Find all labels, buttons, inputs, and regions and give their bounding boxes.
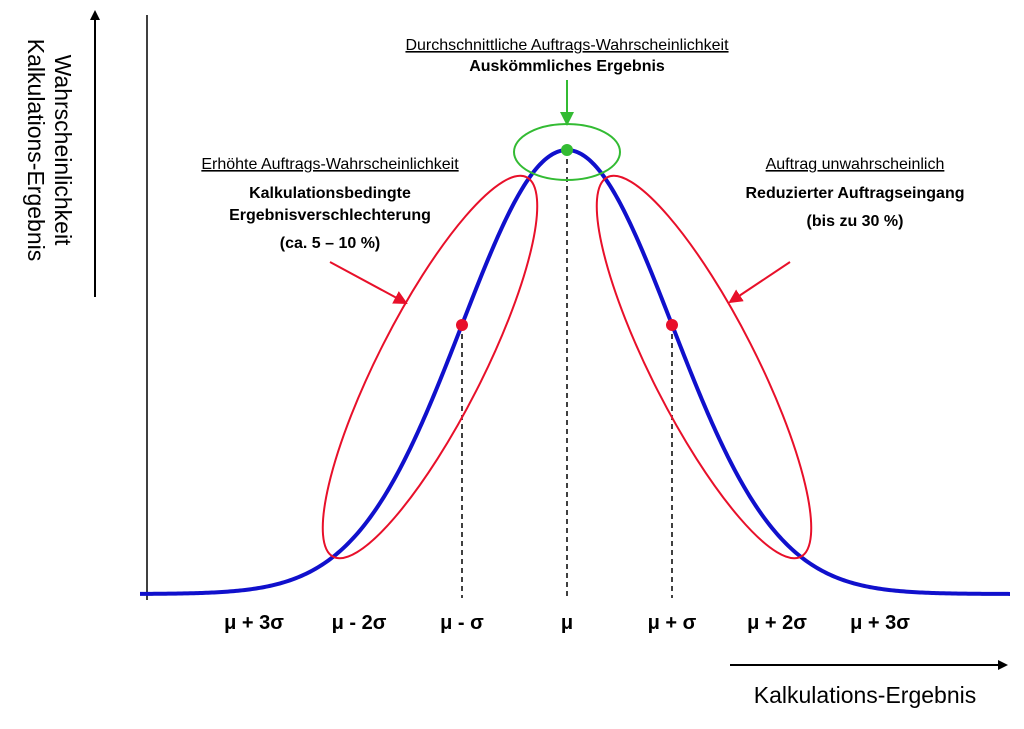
note-title: Erhöhte Auftrags-Wahrscheinlichkeit: [201, 156, 459, 173]
left-ellipse: [321, 174, 539, 560]
note-text: Kalkulationsbedingte: [249, 185, 411, 202]
note-title: Auftrag unwahrscheinlich: [766, 156, 945, 173]
x-axis-label: Kalkulations-Ergebnis: [754, 682, 976, 708]
y-axis-label: Kalkulations-Ergebnis: [23, 39, 49, 261]
note-title: Durchschnittliche Auftrags-Wahrscheinlic…: [405, 37, 729, 54]
y-axis-label: Wahrscheinlichkeit: [50, 55, 76, 246]
note-text: (bis zu 30 %): [807, 213, 904, 230]
left-arrow: [329, 261, 408, 304]
x-labels: μ + 3σ μ - 2σ μ - σ μ μ + σ μ + 2σ μ + 3σ: [224, 612, 910, 634]
note-text: Reduzierter Auftragseingang: [746, 185, 965, 202]
note-text: (ca. 5 – 10 %): [280, 235, 381, 252]
center-dot: [561, 144, 573, 156]
x-label: μ + 2σ: [747, 612, 807, 634]
x-label: μ + σ: [648, 612, 697, 634]
x-label: μ + 3σ: [224, 612, 284, 634]
bell-curve: [139, 148, 1011, 596]
right-arrow: [728, 261, 791, 304]
right-dot: [666, 319, 678, 331]
x-label: μ - σ: [440, 612, 484, 634]
right-ellipse: [595, 174, 813, 560]
x-label: μ - 2σ: [332, 612, 387, 634]
x-label: μ: [561, 612, 573, 634]
x-label: μ + 3σ: [850, 612, 910, 634]
left-dot: [456, 319, 468, 331]
note-text: Ergebnisverschlechterung: [229, 207, 431, 224]
note-text: Auskömmliches Ergebnis: [469, 58, 665, 75]
